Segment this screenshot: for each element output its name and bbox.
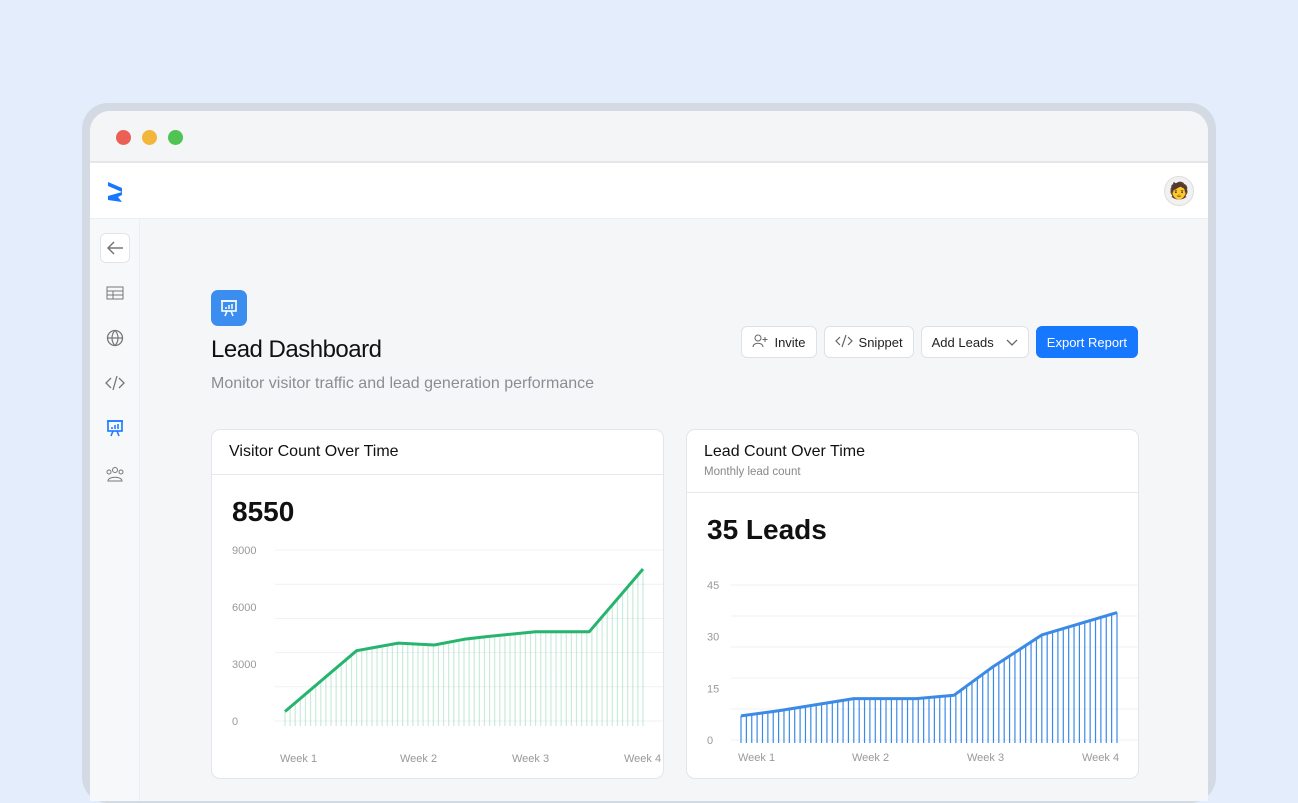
- maximize-button[interactable]: [168, 130, 183, 145]
- snippet-button[interactable]: Snippet: [823, 326, 914, 358]
- x-tick-label: Week 2: [400, 753, 437, 765]
- visitor-card-title: Visitor Count Over Time: [229, 443, 399, 460]
- users-icon[interactable]: [100, 459, 130, 489]
- series-line: [284, 568, 645, 713]
- brand-logo-icon[interactable]: [106, 181, 126, 208]
- table-icon[interactable]: [100, 278, 130, 308]
- visitor-count-value: 8550: [232, 496, 295, 527]
- code-icon[interactable]: [100, 368, 130, 398]
- y-tick-label: 45: [707, 580, 719, 592]
- lead-card-title: Lead Count Over Time: [704, 443, 865, 460]
- globe-icon[interactable]: [100, 323, 130, 353]
- invite-button[interactable]: Invite: [741, 326, 817, 358]
- sidebar: [90, 219, 140, 801]
- action-bar: Invite Snippet Add Leads Export Report: [741, 326, 1138, 358]
- minimize-button[interactable]: [142, 130, 157, 145]
- code-icon: [834, 334, 853, 351]
- visitor-chart: 0 3000 6000 9000 Week 1 Week 2 Week 3 Week 4: [232, 545, 663, 765]
- add-leads-label: Add Leads: [931, 334, 994, 350]
- dashboard-app-icon: [211, 290, 247, 326]
- x-tick-label: Week 4: [1082, 752, 1119, 764]
- main-content: Lead Dashboard Monitor visitor traffic a…: [140, 219, 1208, 801]
- x-tick-label: Week 1: [738, 752, 775, 764]
- y-tick-label: 15: [707, 683, 719, 695]
- invite-label: Invite: [774, 334, 806, 350]
- y-tick-label: 0: [707, 735, 713, 747]
- user-avatar[interactable]: 🧑: [1164, 176, 1194, 206]
- x-tick-label: Week 4: [624, 753, 661, 765]
- page-title: Lead Dashboard: [211, 336, 382, 363]
- y-tick-label: 6000: [232, 602, 256, 614]
- y-tick-label: 30: [707, 632, 719, 644]
- y-tick-label: 3000: [232, 659, 256, 671]
- lead-count-value: 35 Leads: [707, 514, 827, 545]
- title-bar: [90, 111, 1208, 163]
- add-leads-dropdown[interactable]: Add Leads: [920, 326, 1029, 358]
- x-tick-label: Week 1: [280, 753, 317, 765]
- y-tick-label: 9000: [232, 545, 256, 557]
- y-tick-label: 0: [232, 716, 238, 728]
- series-line: [740, 611, 1118, 718]
- app-window: 🧑 Lead Dashboard Monitor visitor traffic…: [90, 111, 1208, 801]
- x-tick-label: Week 3: [967, 752, 1004, 764]
- lead-count-card: Lead Count Over Time Monthly lead count 3…: [686, 429, 1139, 779]
- top-header: 🧑: [90, 163, 1208, 219]
- close-button[interactable]: [116, 130, 131, 145]
- back-arrow-icon[interactable]: [100, 233, 130, 263]
- chevron-down-icon: [1006, 335, 1018, 350]
- user-plus-icon: [752, 334, 768, 351]
- lead-chart: 0 15 30 45 Week 1 Week 2 Week 3 Week 4: [707, 580, 1138, 764]
- x-tick-label: Week 2: [852, 752, 889, 764]
- snippet-label: Snippet: [858, 334, 903, 350]
- page-subtitle: Monitor visitor traffic and lead generat…: [211, 375, 595, 392]
- x-tick-label: Week 3: [512, 753, 549, 765]
- presentation-chart-icon[interactable]: [100, 413, 130, 443]
- export-report-button[interactable]: Export Report: [1035, 326, 1138, 358]
- visitor-count-card: Visitor Count Over Time 8550 0 3000 6000 90…: [211, 429, 664, 779]
- lead-card-subtitle: Monthly lead count: [704, 466, 801, 478]
